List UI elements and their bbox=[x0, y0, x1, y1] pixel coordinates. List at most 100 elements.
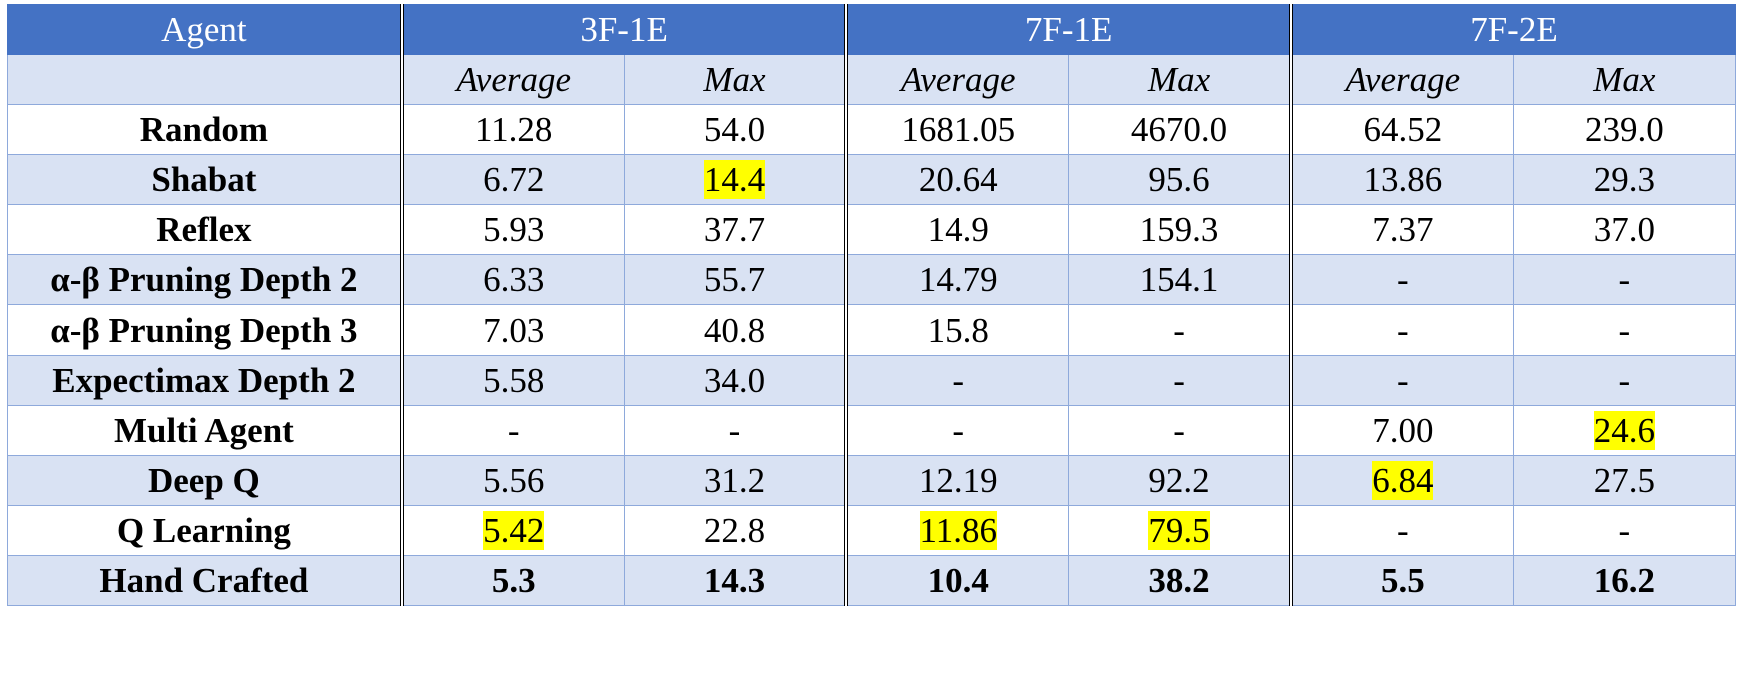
cell-value: 31.2 bbox=[703, 460, 766, 500]
cell-value: 159.3 bbox=[1139, 210, 1219, 250]
cell-value: 55.7 bbox=[703, 260, 766, 300]
cell-value: 11.28 bbox=[474, 110, 553, 150]
header-row: Agent 3F-1E 7F-1E 7F-2E bbox=[6, 3, 1736, 56]
subheader-average: Average bbox=[1290, 54, 1514, 106]
cell-value: 15.8 bbox=[927, 310, 989, 350]
cell-value: - bbox=[1173, 310, 1185, 350]
average-value-cell: 5.58 bbox=[401, 354, 625, 406]
cell-value: 5.58 bbox=[483, 360, 545, 400]
table-row: Q Learning 5.42 22.8 11.86 79.5 - - bbox=[6, 504, 1737, 556]
cell-value: 14.4 bbox=[703, 160, 766, 200]
cell-value: 29.3 bbox=[1593, 160, 1655, 200]
max-value-cell: - bbox=[623, 404, 849, 456]
cell-value: 6.33 bbox=[483, 260, 545, 300]
max-value-cell: 92.2 bbox=[1068, 454, 1293, 506]
max-value-cell: 14.3 bbox=[623, 554, 849, 607]
agent-name-cell: α-β Pruning Depth 3 bbox=[6, 304, 404, 356]
cell-value: 7.37 bbox=[1372, 210, 1434, 250]
agent-name-cell: Expectimax Depth 2 bbox=[6, 354, 404, 406]
table-row: Shabat 6.72 14.4 20.64 95.6 13.86 29.3 bbox=[6, 154, 1737, 206]
cell-value: - bbox=[1618, 510, 1631, 550]
cell-value: 38.2 bbox=[1148, 560, 1210, 600]
subheader-average: Average bbox=[845, 54, 1070, 106]
average-value-cell: - bbox=[1290, 254, 1514, 306]
cell-value: - bbox=[1618, 360, 1631, 400]
average-value-cell: - bbox=[845, 404, 1070, 456]
table-row: Expectimax Depth 2 5.58 34.0 - - - - bbox=[6, 354, 1737, 406]
max-value-cell: - bbox=[1512, 504, 1737, 556]
cell-value: 14.3 bbox=[703, 560, 766, 600]
cell-value: 5.5 bbox=[1380, 560, 1425, 600]
max-value-cell: 79.5 bbox=[1068, 504, 1293, 556]
agent-name-cell: Hand Crafted bbox=[6, 554, 404, 607]
cell-value: 11.86 bbox=[919, 510, 997, 550]
cell-value: - bbox=[1396, 260, 1409, 300]
cell-value: 34.0 bbox=[703, 360, 766, 400]
average-value-cell: 5.56 bbox=[401, 454, 625, 506]
average-value-cell: 10.4 bbox=[845, 554, 1070, 607]
cell-value: 24.6 bbox=[1593, 410, 1655, 450]
max-value-cell: 29.3 bbox=[1512, 154, 1737, 206]
max-value-cell: - bbox=[1068, 304, 1293, 356]
max-value-cell: 27.5 bbox=[1512, 454, 1737, 506]
cell-value: 6.84 bbox=[1372, 460, 1434, 500]
max-value-cell: - bbox=[1068, 354, 1293, 406]
table-row: Random 11.28 54.0 1681.05 4670.0 64.52 239.0 bbox=[6, 104, 1737, 156]
cell-value: - bbox=[1618, 310, 1631, 350]
average-value-cell: 5.93 bbox=[401, 204, 625, 256]
agent-name-cell: Q Learning bbox=[6, 504, 404, 556]
max-value-cell: 22.8 bbox=[623, 504, 849, 556]
cell-value: - bbox=[952, 410, 965, 450]
average-value-cell: 15.8 bbox=[845, 304, 1070, 356]
agent-name-cell: Multi Agent bbox=[6, 404, 404, 456]
max-value-cell: 40.8 bbox=[623, 304, 849, 356]
max-value-cell: 95.6 bbox=[1068, 154, 1293, 206]
average-value-cell: 14.9 bbox=[845, 204, 1070, 256]
subheader-average: Average bbox=[401, 54, 625, 106]
agent-header: Agent bbox=[6, 3, 404, 56]
max-value-cell: 16.2 bbox=[1512, 554, 1737, 607]
subheader-empty bbox=[6, 54, 404, 106]
average-value-cell: 11.28 bbox=[401, 104, 625, 156]
average-value-cell: 64.52 bbox=[1290, 104, 1514, 156]
table-row: Hand Crafted 5.3 14.3 10.4 38.2 5.5 16.2 bbox=[6, 554, 1737, 607]
cell-value: 154.1 bbox=[1139, 260, 1219, 300]
average-value-cell: - bbox=[1290, 504, 1514, 556]
cell-value: 20.64 bbox=[918, 160, 998, 200]
max-value-cell: 239.0 bbox=[1512, 104, 1737, 156]
cell-value: 79.5 bbox=[1148, 510, 1210, 550]
subheader-max: Max bbox=[1068, 54, 1293, 106]
group-header-7f-2e: 7F-2E bbox=[1290, 3, 1736, 56]
agent-name-cell: Random bbox=[6, 104, 404, 156]
max-value-cell: 37.0 bbox=[1512, 204, 1737, 256]
cell-value: 27.5 bbox=[1593, 460, 1655, 500]
cell-value: - bbox=[1173, 360, 1185, 400]
subheader-row: Average Max Average Max Average Max bbox=[6, 54, 1737, 106]
cell-value: 5.42 bbox=[483, 510, 545, 550]
table-row: α-β Pruning Depth 3 7.03 40.8 15.8 - - - bbox=[6, 304, 1737, 356]
average-value-cell: 12.19 bbox=[845, 454, 1070, 506]
cell-value: - bbox=[952, 360, 965, 400]
max-value-cell: - bbox=[1512, 354, 1737, 406]
cell-value: 10.4 bbox=[927, 560, 989, 600]
cell-value: 7.03 bbox=[483, 310, 545, 350]
cell-value: 1681.05 bbox=[901, 110, 1016, 150]
cell-value: 12.19 bbox=[918, 460, 998, 500]
cell-value: 4670.0 bbox=[1130, 110, 1228, 150]
cell-value: - bbox=[728, 410, 741, 450]
average-value-cell: 11.86 bbox=[845, 504, 1070, 556]
max-value-cell: 34.0 bbox=[623, 354, 849, 406]
table-row: Multi Agent - - - - 7.00 24.6 bbox=[6, 404, 1737, 456]
cell-value: 14.79 bbox=[918, 260, 998, 300]
cell-value: - bbox=[1173, 410, 1185, 450]
agent-name-cell: Shabat bbox=[6, 154, 404, 206]
cell-value: - bbox=[1618, 260, 1631, 300]
max-value-cell: 37.7 bbox=[623, 204, 849, 256]
cell-value: 16.2 bbox=[1593, 560, 1655, 600]
average-value-cell: 5.5 bbox=[1290, 554, 1514, 607]
average-value-cell: - bbox=[401, 404, 625, 456]
average-value-cell: - bbox=[1290, 304, 1514, 356]
cell-value: 54.0 bbox=[703, 110, 766, 150]
max-value-cell: 4670.0 bbox=[1068, 104, 1293, 156]
cell-value: 64.52 bbox=[1363, 110, 1443, 150]
